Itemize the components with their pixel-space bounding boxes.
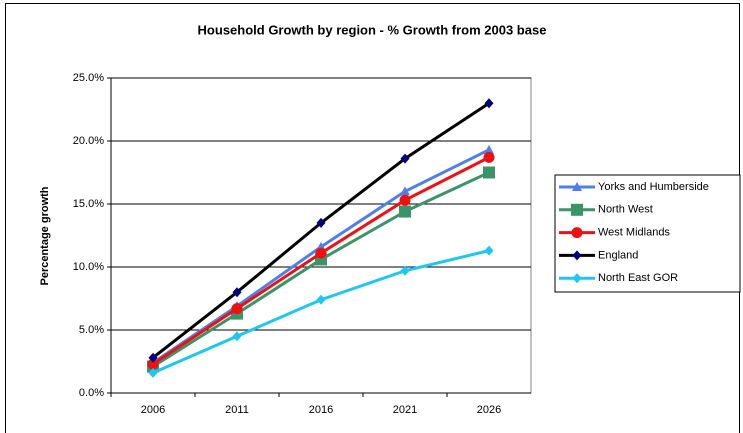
legend-label: West Midlands	[598, 227, 670, 239]
marker	[484, 245, 494, 256]
y-tick-label: 25.0%	[73, 72, 104, 84]
x-tick-label: 2016	[309, 404, 333, 416]
chart-title: Household Growth by region - % Growth fr…	[198, 22, 547, 37]
y-tick-label: 15.0%	[73, 198, 104, 210]
legend-marker	[572, 273, 582, 284]
marker	[483, 166, 495, 179]
legend-marker	[571, 203, 583, 216]
y-tick-label: 20.0%	[73, 135, 104, 147]
y-axis-label: Percentage growth	[39, 186, 51, 285]
legend-marker	[571, 227, 583, 239]
marker	[572, 273, 582, 284]
marker	[232, 287, 242, 298]
marker	[316, 294, 326, 305]
marker	[232, 331, 242, 342]
x-tick-label: 2006	[141, 404, 165, 416]
legend-label: North West	[598, 204, 653, 216]
legend-label: England	[598, 249, 638, 261]
legend-label: Yorks and Humberside	[598, 181, 709, 193]
marker	[571, 203, 583, 216]
marker	[400, 186, 410, 196]
marker	[148, 352, 158, 363]
y-tick-label: 0.0%	[79, 387, 104, 399]
marker	[400, 153, 410, 164]
marker	[572, 182, 582, 191]
legend-label: North East GOR	[598, 272, 678, 284]
marker	[400, 265, 410, 276]
marker	[399, 205, 411, 218]
marker	[399, 194, 411, 206]
marker	[147, 358, 159, 370]
x-tick-label: 2026	[477, 404, 501, 416]
plot-area	[110, 77, 532, 394]
x-tick-label: 2021	[393, 404, 417, 416]
marker	[316, 217, 326, 228]
marker	[572, 250, 582, 261]
legend-marker	[572, 250, 582, 261]
marker	[483, 151, 495, 163]
x-tick-label: 2011	[225, 404, 249, 416]
marker	[484, 98, 494, 109]
marker	[231, 303, 243, 315]
y-tick-label: 10.0%	[73, 261, 104, 273]
marker	[315, 247, 327, 259]
legend-marker	[572, 182, 582, 191]
marker	[148, 367, 158, 378]
y-tick-label: 5.0%	[79, 324, 104, 336]
marker	[484, 144, 494, 154]
marker	[571, 227, 583, 239]
